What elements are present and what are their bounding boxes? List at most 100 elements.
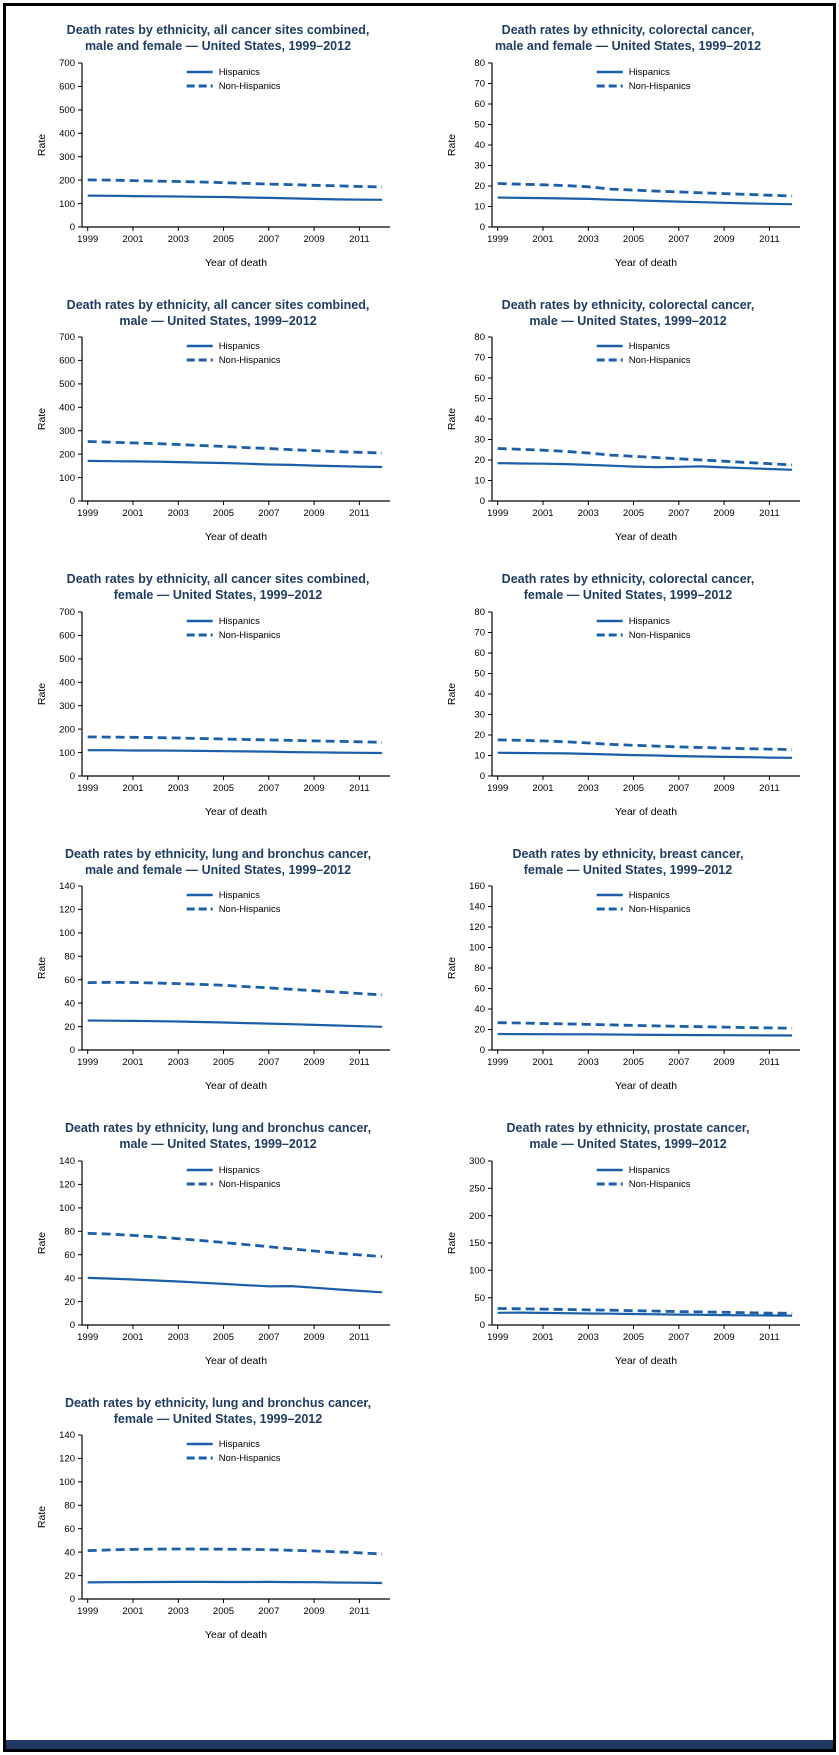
svg-text:50: 50 — [474, 668, 485, 679]
svg-text:1999: 1999 — [77, 783, 98, 794]
legend-label: Hispanics — [219, 67, 260, 78]
svg-text:2003: 2003 — [168, 508, 189, 519]
series-non-hispanics — [87, 735, 383, 744]
series-non-hispanics — [497, 738, 793, 751]
svg-text:0: 0 — [480, 222, 485, 233]
series-hispanics — [87, 1580, 383, 1585]
svg-text:70: 70 — [474, 78, 485, 89]
svg-text:2001: 2001 — [532, 508, 553, 519]
svg-text:2011: 2011 — [759, 508, 779, 519]
legend: Hispanics Non-Hispanics — [186, 890, 281, 915]
legend-label: Hispanics — [219, 1439, 260, 1450]
y-axis: 0 50 100 150 200 250 300 — [469, 1156, 493, 1331]
chart-title-line2: male and female — United States, 1999–20… — [494, 39, 762, 54]
svg-text:200: 200 — [59, 724, 75, 735]
chart-title-line1: Death rates by ethnicity, lung and bronc… — [64, 1395, 372, 1410]
chart-title-line1: Death rates by ethnicity, all cancer sit… — [66, 297, 370, 312]
legend-label: Non-Hispanics — [629, 1179, 691, 1190]
chart-title: Death rates by ethnicity, lung and bronc… — [22, 846, 414, 879]
chart-panel: Death rates by ethnicity, all cancer sit… — [22, 571, 414, 822]
svg-text:2007: 2007 — [258, 508, 279, 519]
chart-title: Death rates by ethnicity, lung and bronc… — [22, 1120, 414, 1153]
legend-label: Hispanics — [629, 1165, 670, 1176]
chart-title-line1: Death rates by ethnicity, colorectal can… — [501, 572, 755, 586]
chart-title-line2: female — United States, 1999–2012 — [113, 588, 323, 603]
legend-label: Non-Hispanics — [219, 81, 281, 92]
chart-title-line2: male — United States, 1999–2012 — [529, 1137, 727, 1152]
chart-title-line2: female — United States, 1999–2012 — [523, 862, 733, 877]
y-axis: 0 100 200 300 400 500 600 700 — [59, 332, 83, 507]
svg-text:100: 100 — [469, 943, 485, 954]
legend: Hispanics Non-Hispanics — [186, 1439, 281, 1464]
svg-text:160: 160 — [469, 881, 485, 892]
svg-text:60: 60 — [474, 984, 485, 995]
x-axis-label: Year of death — [615, 531, 677, 543]
svg-text:2003: 2003 — [168, 1332, 189, 1343]
chart-panel: Death rates by ethnicity, all cancer sit… — [22, 297, 414, 548]
svg-text:0: 0 — [70, 1320, 75, 1331]
svg-text:80: 80 — [474, 58, 485, 69]
svg-text:2003: 2003 — [168, 1057, 189, 1068]
svg-text:20: 20 — [64, 1022, 75, 1033]
svg-text:2001: 2001 — [122, 1332, 143, 1343]
y-axis: 0 10 20 30 40 50 60 70 80 — [474, 332, 493, 507]
svg-text:2003: 2003 — [578, 508, 599, 519]
chart-plot: 0 100 200 300 400 500 600 700 1999 2001 2003 2005 20… — [36, 58, 390, 269]
svg-text:60: 60 — [64, 1249, 75, 1260]
chart-panel: Death rates by ethnicity, breast cancer,… — [432, 846, 824, 1097]
x-axis: 1999 2001 2003 2005 2007 2009 2011 — [77, 1323, 390, 1343]
svg-text:2001: 2001 — [122, 1057, 143, 1068]
chart-title-line2: female — United States, 1999–2012 — [523, 588, 733, 603]
svg-text:2007: 2007 — [668, 783, 689, 794]
legend: Hispanics Non-Hispanics — [596, 616, 691, 641]
series-non-hispanics — [87, 178, 383, 188]
svg-text:40: 40 — [474, 414, 485, 425]
svg-text:2005: 2005 — [213, 234, 234, 245]
svg-text:2007: 2007 — [258, 234, 279, 245]
x-axis-label: Year of death — [205, 806, 267, 818]
chart-title-line1: Death rates by ethnicity, prostate cance… — [506, 1121, 750, 1135]
svg-text:10: 10 — [474, 201, 485, 212]
svg-text:200: 200 — [59, 449, 75, 460]
svg-text:40: 40 — [474, 140, 485, 151]
svg-text:2005: 2005 — [623, 508, 644, 519]
series-non-hispanics — [87, 440, 383, 455]
svg-text:100: 100 — [59, 928, 75, 939]
svg-text:60: 60 — [64, 975, 75, 986]
chart-title-line2: male and female — United States, 1999–20… — [84, 862, 352, 877]
svg-text:100: 100 — [469, 1265, 485, 1276]
series-hispanics — [87, 459, 383, 469]
series-non-hispanics — [87, 1231, 383, 1258]
svg-text:70: 70 — [474, 627, 485, 638]
svg-text:200: 200 — [469, 1210, 485, 1221]
svg-text:2001: 2001 — [122, 783, 143, 794]
chart-title: Death rates by ethnicity, all cancer sit… — [22, 297, 414, 330]
chart-title-line2: female — United States, 1999–2012 — [113, 1411, 323, 1426]
legend-label: Non-Hispanics — [219, 355, 281, 366]
x-axis-label: Year of death — [615, 1355, 677, 1367]
svg-text:2011: 2011 — [759, 783, 779, 794]
svg-text:2005: 2005 — [623, 1057, 644, 1068]
svg-text:2011: 2011 — [349, 234, 369, 245]
svg-text:0: 0 — [70, 1045, 75, 1056]
svg-text:2007: 2007 — [258, 1606, 279, 1617]
svg-text:0: 0 — [70, 496, 75, 507]
svg-text:1999: 1999 — [487, 783, 508, 794]
svg-text:2001: 2001 — [532, 1057, 553, 1068]
svg-text:60: 60 — [64, 1524, 75, 1535]
x-axis: 1999 2001 2003 2005 2007 2009 2011 — [77, 225, 390, 245]
svg-text:100: 100 — [59, 473, 75, 484]
svg-text:250: 250 — [469, 1183, 485, 1194]
svg-text:100: 100 — [59, 198, 75, 209]
x-axis-label: Year of death — [205, 257, 267, 269]
chart-plot: 0 20 40 60 80 100 120 140 1999 2001 2003 2005 2007 20… — [36, 1156, 390, 1367]
svg-text:2003: 2003 — [168, 783, 189, 794]
y-axis-label: Rate — [36, 1231, 48, 1253]
chart-title-line1: Death rates by ethnicity, colorectal can… — [501, 297, 755, 312]
svg-text:400: 400 — [59, 677, 75, 688]
series-hispanics — [87, 748, 383, 754]
legend: Hispanics Non-Hispanics — [186, 616, 281, 641]
svg-text:2005: 2005 — [213, 1606, 234, 1617]
legend-label: Hispanics — [219, 1165, 260, 1176]
chart-title: Death rates by ethnicity, prostate cance… — [432, 1120, 824, 1153]
